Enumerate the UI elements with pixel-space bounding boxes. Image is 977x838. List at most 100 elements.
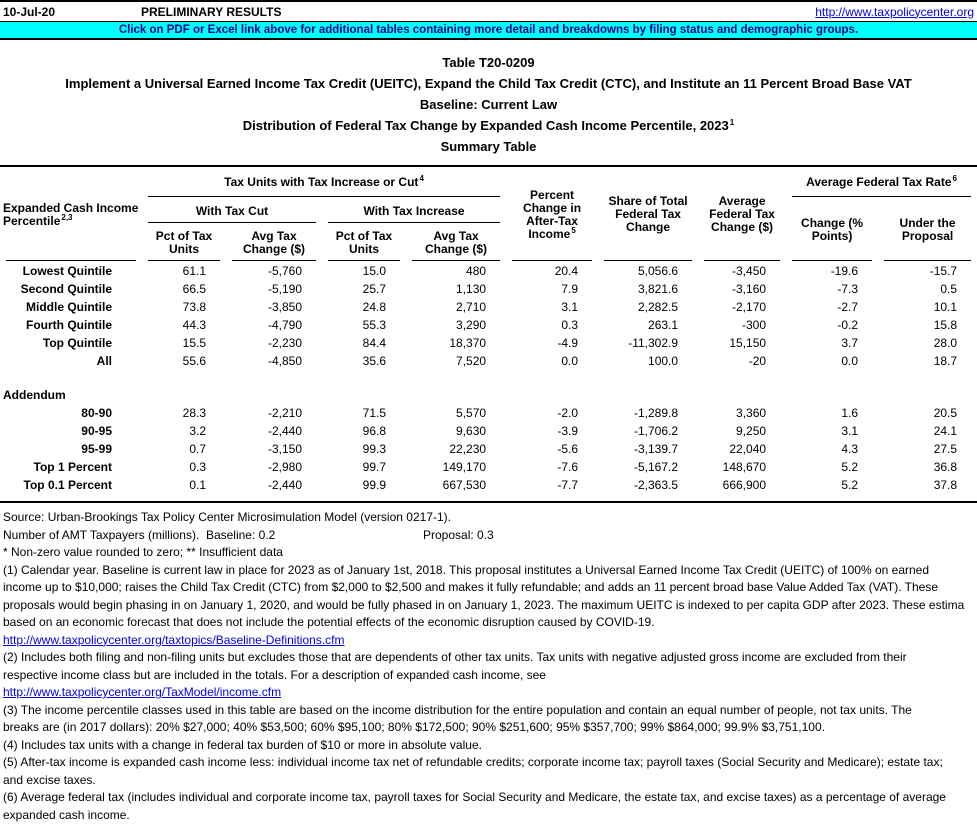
col-header-rate-change-points: Change (% Points) <box>786 198 878 262</box>
footnote-ref-5: 5 <box>571 225 576 235</box>
table-row: Second Quintile 66.5 -5,190 25.7 1,130 7.9 3,8… <box>0 280 977 298</box>
value-cell: -4.9 <box>557 336 579 350</box>
value-cell: -7.7 <box>557 478 579 492</box>
value-cell: 0.1 <box>189 478 206 492</box>
col-header-pct-tax-units-increase: Pct of Tax Units <box>322 224 406 262</box>
source-note: Source: Urban-Brookings Tax Policy Cente… <box>3 510 451 524</box>
value-cell: 20.4 <box>554 264 579 278</box>
footnote-line: (4) Includes tax units with a change in … <box>3 737 482 752</box>
value-cell: 27.5 <box>933 442 958 456</box>
value-cell: -5,190 <box>267 282 302 296</box>
value-cell: -0.2 <box>837 318 859 332</box>
value-cell: -5.6 <box>557 442 579 456</box>
info-banner: Click on PDF or Excel link above for add… <box>0 22 977 40</box>
value-cell: 149,170 <box>442 460 487 474</box>
proposal-title: Implement a Universal Earned Income Tax … <box>65 76 912 91</box>
table-row: Top 1 Percent 0.3 -2,980 99.7 149,170 -7.6 -5,… <box>0 458 977 476</box>
col-group-with-tax-increase: With Tax Increase <box>322 198 506 224</box>
value-cell: 20.5 <box>933 406 958 420</box>
value-cell: -7.3 <box>837 282 859 296</box>
value-cell: 25.7 <box>362 282 386 296</box>
value-cell: 37.8 <box>933 478 958 492</box>
footnote-line: expanded cash income. <box>3 807 130 822</box>
value-cell: 61.1 <box>182 264 206 278</box>
value-cell: 0.0 <box>841 354 859 368</box>
table-row: Top 0.1 Percent 0.1 -2,440 99.9 667,530 -7.7 -… <box>0 476 977 494</box>
value-cell: 28.0 <box>933 336 958 350</box>
value-cell: 22,040 <box>729 442 767 456</box>
footnote-line: (2) Includes both filing and non-filing … <box>3 650 907 664</box>
footnote-line: (5) After-tax income is expanded cash in… <box>3 755 943 769</box>
value-cell: 15.8 <box>933 318 958 332</box>
footnote-ref-1: 1 <box>729 117 735 127</box>
value-cell: 9,630 <box>456 424 487 438</box>
value-cell: 480 <box>466 264 487 278</box>
value-cell: -19.6 <box>830 264 859 278</box>
value-cell: -3.9 <box>557 424 579 438</box>
row-label: 90-95 <box>81 424 112 438</box>
value-cell: 263.1 <box>648 318 679 332</box>
footnote-link[interactable]: http://www.taxpolicycenter.org/TaxModel/… <box>3 685 282 699</box>
distribution-table: Expanded Cash Income Percentile2,3 Tax U… <box>0 165 977 503</box>
value-cell: 9,250 <box>736 424 767 438</box>
footnote-line: and excise taxes. <box>3 772 96 787</box>
baseline-title: Baseline: Current Law <box>419 97 558 112</box>
footnote-line: based on an economic forecast that does … <box>3 615 655 629</box>
col-group-average-federal-tax-rate: Average Federal Tax Rate6 <box>786 166 977 198</box>
value-cell: 96.8 <box>362 424 386 438</box>
value-cell: 3,290 <box>456 318 487 332</box>
value-cell: -20 <box>748 354 767 368</box>
footnote-line: proposals would begin phasing in on Janu… <box>3 597 965 612</box>
value-cell: -1,289.8 <box>634 406 679 420</box>
table-row: Top Quintile 15.5 -2,230 84.4 18,370 -4.9 -11,… <box>0 334 977 352</box>
row-label: 95-99 <box>81 442 112 456</box>
value-cell: 4.3 <box>841 442 859 456</box>
footnote-ref-4: 4 <box>419 174 424 183</box>
col-header-average-federal-tax-change: Average Federal Tax Change ($) <box>698 166 786 262</box>
footnote-ref-2-3: 2,3 <box>61 212 73 222</box>
value-cell: -7.6 <box>557 460 579 474</box>
pad-row <box>0 494 977 502</box>
value-cell: -2.7 <box>837 300 859 314</box>
value-cell: 55.6 <box>182 354 206 368</box>
value-cell: -5,167.2 <box>634 460 679 474</box>
value-cell: -3,150 <box>267 442 302 456</box>
table-bottom-pad <box>0 494 977 502</box>
value-cell: 1.6 <box>841 406 859 420</box>
distribution-title: Distribution of Federal Tax Change by Ex… <box>242 117 735 133</box>
row-label: Top Quintile <box>42 336 112 350</box>
col-group-with-tax-cut: With Tax Cut <box>142 198 322 224</box>
value-cell: -300 <box>742 318 767 332</box>
value-cell: 2,282.5 <box>638 300 679 314</box>
value-cell: 3,821.6 <box>638 282 679 296</box>
value-cell: 3.1 <box>841 424 859 438</box>
amt-baseline-value: Number of AMT Taxpayers (millions). Base… <box>3 527 276 542</box>
value-cell: 3.1 <box>561 300 579 314</box>
table-row: 95-99 0.7 -3,150 99.3 22,230 -5.6 -3,139.7 22,0… <box>0 440 977 458</box>
value-cell: -2,170 <box>732 300 767 314</box>
table-number-title: Table T20-0209 <box>442 55 535 70</box>
value-cell: -2.0 <box>557 406 579 420</box>
value-cell: -2,440 <box>267 478 302 492</box>
value-cell: -3,850 <box>267 300 302 314</box>
value-cell: -15.7 <box>929 264 958 278</box>
footnote-link[interactable]: http://www.taxpolicycenter.org/taxtopics… <box>3 632 345 647</box>
value-cell: 18.7 <box>933 354 958 368</box>
addendum-header-row: Addendum <box>0 386 977 404</box>
addendum-rows: 80-90 28.3 -2,210 71.5 5,570 -2.0 -1,289.8 3,36… <box>0 404 977 494</box>
row-label: Middle Quintile <box>26 300 112 314</box>
taxpolicycenter-link[interactable]: http://www.taxpolicycenter.org <box>815 4 974 19</box>
value-cell: 24.8 <box>362 300 386 314</box>
spacer-row <box>0 370 977 386</box>
value-cell: 15.5 <box>182 336 206 350</box>
value-cell: 99.3 <box>362 442 386 456</box>
value-cell: 100.0 <box>648 354 679 368</box>
table-row: Lowest Quintile 61.1 -5,760 15.0 480 20.4 5,05… <box>0 262 977 280</box>
value-cell: 15,150 <box>729 336 767 350</box>
value-cell: 5,570 <box>456 406 487 420</box>
value-cell: -2,210 <box>267 406 302 420</box>
value-cell: 3.7 <box>841 336 859 350</box>
value-cell: 5,056.6 <box>638 264 679 278</box>
value-cell: 28.3 <box>182 406 206 420</box>
